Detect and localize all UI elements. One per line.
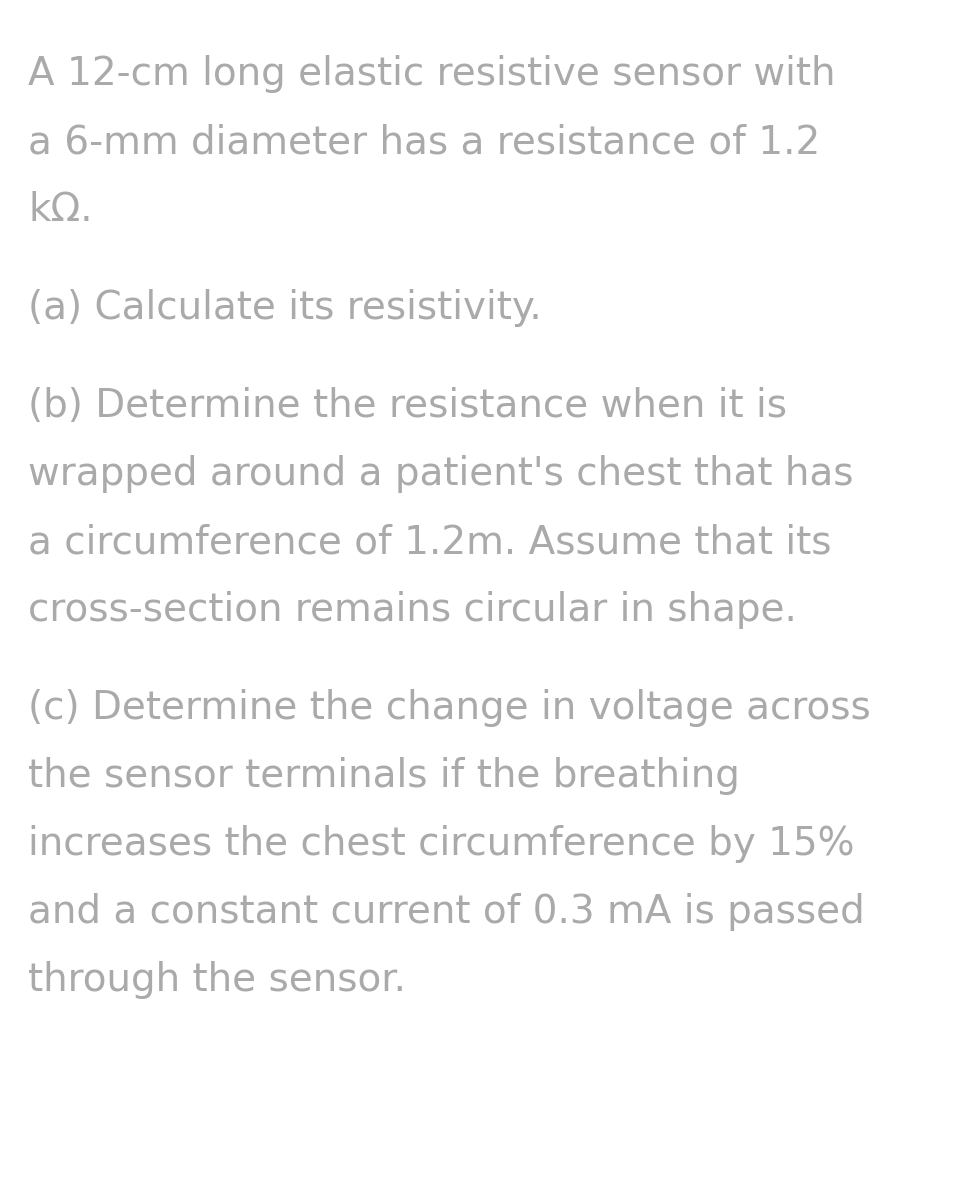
Text: a 6-mm diameter has a resistance of 1.2: a 6-mm diameter has a resistance of 1.2: [28, 123, 820, 161]
Text: and a constant current of 0.3 mA is passed: and a constant current of 0.3 mA is pass…: [28, 893, 865, 930]
Text: kΩ.: kΩ.: [28, 191, 93, 228]
Text: (c) Determine the change in voltage across: (c) Determine the change in voltage acro…: [28, 689, 871, 727]
Text: wrapped around a patient's chest that has: wrapped around a patient's chest that ha…: [28, 454, 853, 493]
Text: increases the chest circumference by 15%: increases the chest circumference by 15%: [28, 825, 854, 864]
Text: cross-section remains circular in shape.: cross-section remains circular in shape.: [28, 591, 797, 629]
Text: (a) Calculate its resistivity.: (a) Calculate its resistivity.: [28, 289, 542, 327]
Text: (b) Determine the resistance when it is: (b) Determine the resistance when it is: [28, 388, 787, 425]
Text: A 12-cm long elastic resistive sensor with: A 12-cm long elastic resistive sensor wi…: [28, 55, 836, 93]
Text: the sensor terminals if the breathing: the sensor terminals if the breathing: [28, 757, 740, 795]
Text: a circumference of 1.2m. Assume that its: a circumference of 1.2m. Assume that its: [28, 523, 832, 561]
Text: through the sensor.: through the sensor.: [28, 962, 406, 999]
